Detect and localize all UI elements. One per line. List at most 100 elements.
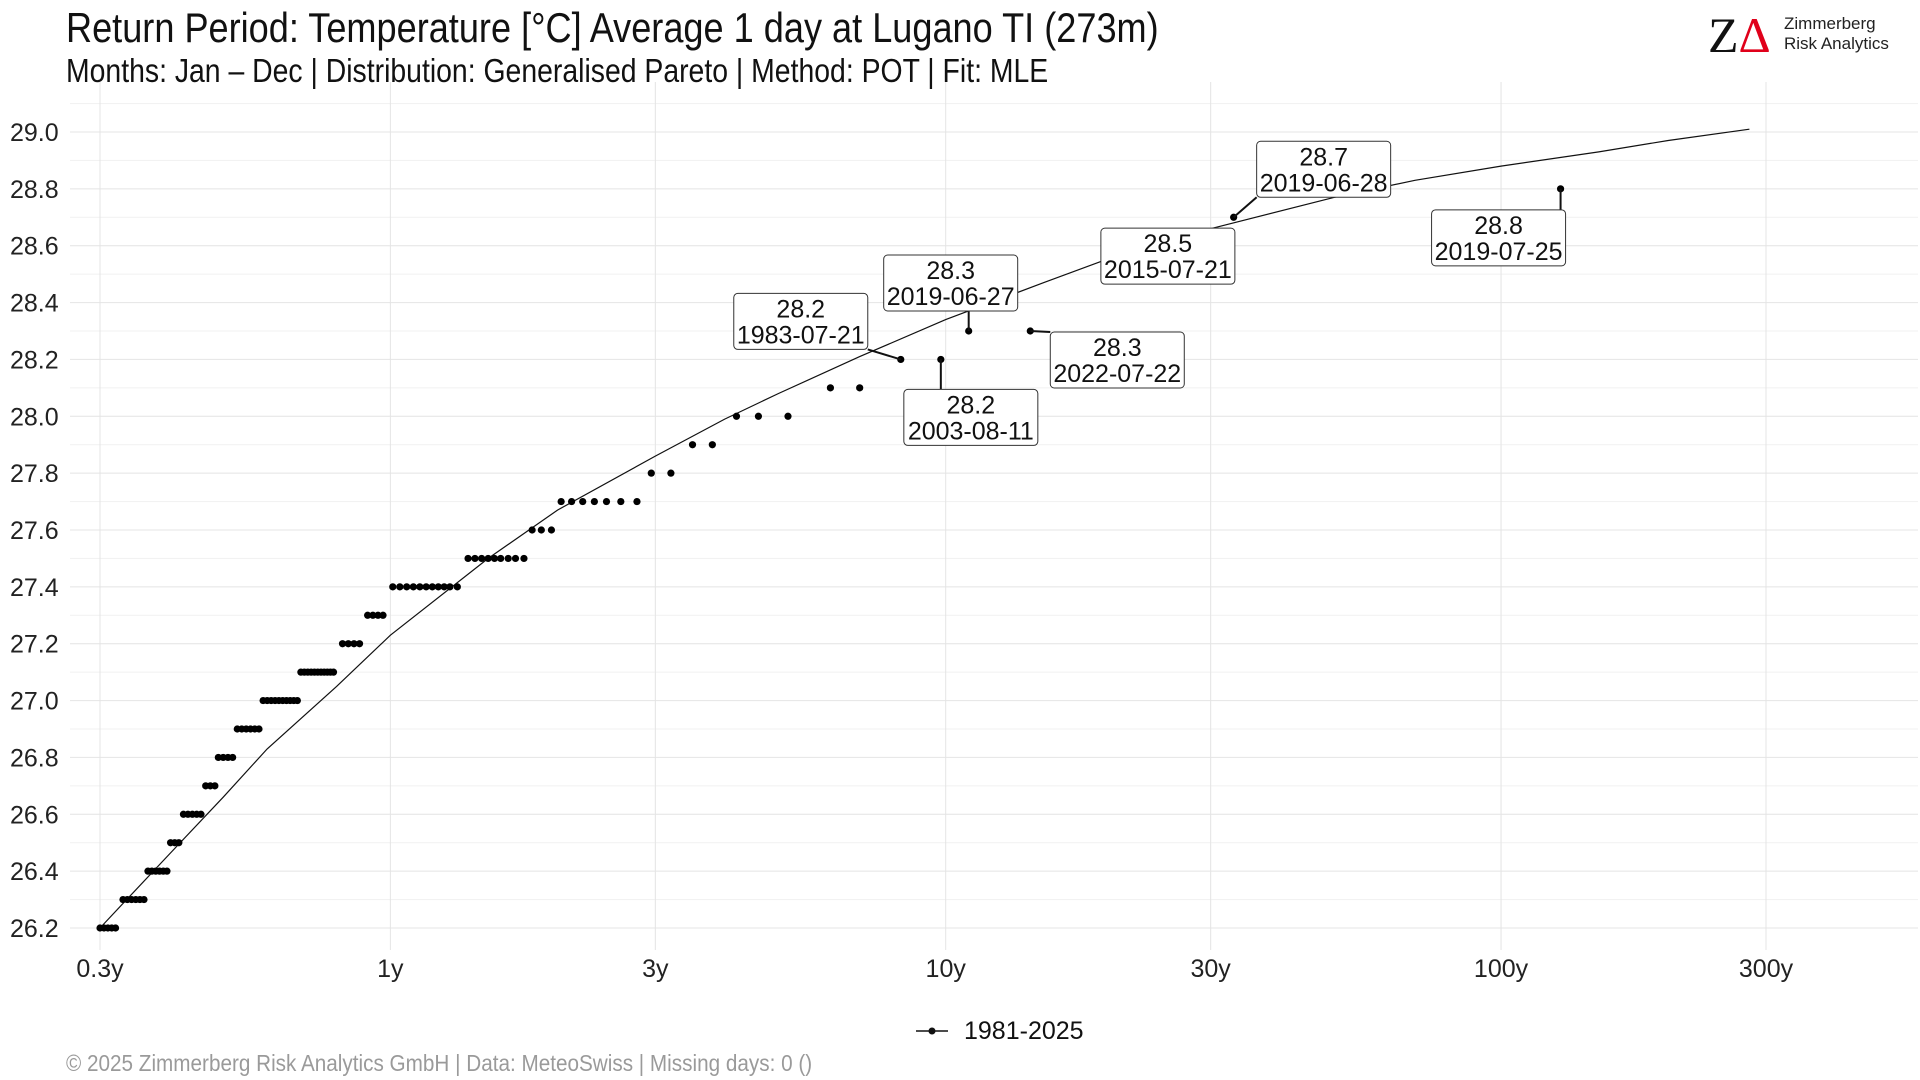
data-point [293, 696, 301, 705]
x-tick-label: 1y [377, 955, 404, 983]
y-tick-label: 27.6 [10, 517, 59, 545]
data-point [497, 554, 505, 563]
annotation-date: 1983-07-21 [737, 321, 865, 349]
annotation-box [1100, 227, 1236, 285]
data-point [478, 554, 486, 563]
y-tick-label: 28.2 [10, 346, 59, 374]
legend-key [912, 1014, 952, 1048]
x-axis-ticks: 0.3y 1y 3y 10y 30y 100y 300y [76, 955, 1793, 983]
data-point [464, 554, 472, 563]
data-point [667, 469, 675, 477]
data-point [428, 583, 436, 591]
fitted-curve-line [99, 128, 1750, 929]
data-point [229, 753, 237, 762]
data-point [440, 583, 448, 591]
fitted-curve [99, 128, 1750, 929]
data-point [446, 583, 454, 591]
data-point [355, 640, 364, 648]
y-tick-label: 28.8 [10, 176, 59, 204]
annotations: 28.21983-07-2128.22003-08-1128.32019-06-… [733, 140, 1567, 446]
data-point [350, 640, 358, 648]
annotation-box [903, 388, 1039, 446]
x-tick-label: 100y [1474, 955, 1529, 983]
y-tick-label: 28.6 [10, 233, 59, 261]
chart-subtitle: Months: Jan – Dec | Distribution: Genera… [66, 52, 1049, 89]
data-point [379, 611, 387, 619]
data-points [96, 185, 1565, 932]
data-point [255, 725, 263, 733]
data-point [826, 384, 835, 392]
data-point [409, 583, 417, 591]
data-point [688, 441, 697, 449]
data-point [647, 469, 655, 477]
annotation-box [1431, 209, 1567, 267]
x-tick-label: 10y [926, 955, 967, 983]
y-axis-ticks: 26.2 26.4 26.6 26.8 27.0 27.2 27.4 27.6 27.8 28.0… [10, 119, 59, 943]
data-point [537, 526, 545, 534]
annotation-date: 2019-06-27 [887, 283, 1015, 311]
data-point [403, 583, 411, 591]
data-point [590, 497, 598, 506]
data-point [140, 895, 148, 904]
data-point [784, 412, 792, 420]
legend: 1981-2025 [912, 1014, 1084, 1048]
data-point [617, 497, 625, 506]
data-point [389, 583, 397, 591]
annotation-leader [867, 348, 902, 361]
data-point [211, 782, 219, 790]
x-tick-label: 30y [1191, 955, 1232, 983]
annotation-leader [1232, 196, 1258, 219]
data-point [547, 526, 556, 534]
grid-lines [70, 82, 1918, 950]
y-tick-label: 27.8 [10, 460, 59, 488]
data-point [490, 554, 499, 563]
data-point [602, 497, 611, 506]
data-point [754, 412, 763, 420]
data-point [197, 810, 205, 818]
annotation-value: 28.2 [776, 295, 825, 323]
data-point [528, 526, 536, 534]
annotation-box [1256, 140, 1392, 198]
y-tick-label: 27.0 [10, 688, 59, 716]
data-point [557, 497, 565, 506]
data-point [511, 554, 520, 563]
annotation-date: 2022-07-22 [1053, 360, 1181, 388]
data-point [338, 640, 347, 648]
y-tick-label: 26.6 [10, 801, 59, 829]
logo-z: Z [1708, 7, 1739, 63]
x-tick-label: 3y [642, 955, 669, 983]
annotation-date: 2015-07-21 [1104, 256, 1232, 284]
annotation-value: 28.8 [1474, 212, 1523, 240]
data-point [453, 583, 461, 591]
y-tick-label: 27.2 [10, 631, 59, 659]
data-point [484, 554, 492, 563]
annotation-value: 28.5 [1144, 230, 1193, 258]
company-logo: ZΔ Zimmerberg Risk Analytics [1708, 10, 1908, 60]
logo-line-2: Risk Analytics [1784, 34, 1889, 53]
logo-mark: ZΔ [1708, 10, 1771, 60]
data-point [374, 611, 382, 619]
annotation-value: 28.3 [926, 257, 975, 285]
data-point [422, 583, 430, 591]
x-tick-label: 300y [1739, 955, 1794, 983]
annotation-value: 28.2 [946, 391, 995, 419]
data-point [434, 583, 442, 591]
chart-title: Return Period: Temperature [°C] Average … [66, 4, 1159, 51]
data-point [344, 640, 352, 648]
data-point [364, 611, 372, 619]
data-point [708, 441, 716, 449]
data-point [579, 497, 587, 506]
annotation-value: 28.7 [1299, 143, 1348, 171]
logo-delta: Δ [1738, 7, 1771, 63]
annotation-date: 2019-06-28 [1260, 169, 1388, 197]
y-tick-label: 27.4 [10, 574, 59, 602]
data-point [396, 583, 404, 591]
annotation-leader [1030, 330, 1051, 333]
